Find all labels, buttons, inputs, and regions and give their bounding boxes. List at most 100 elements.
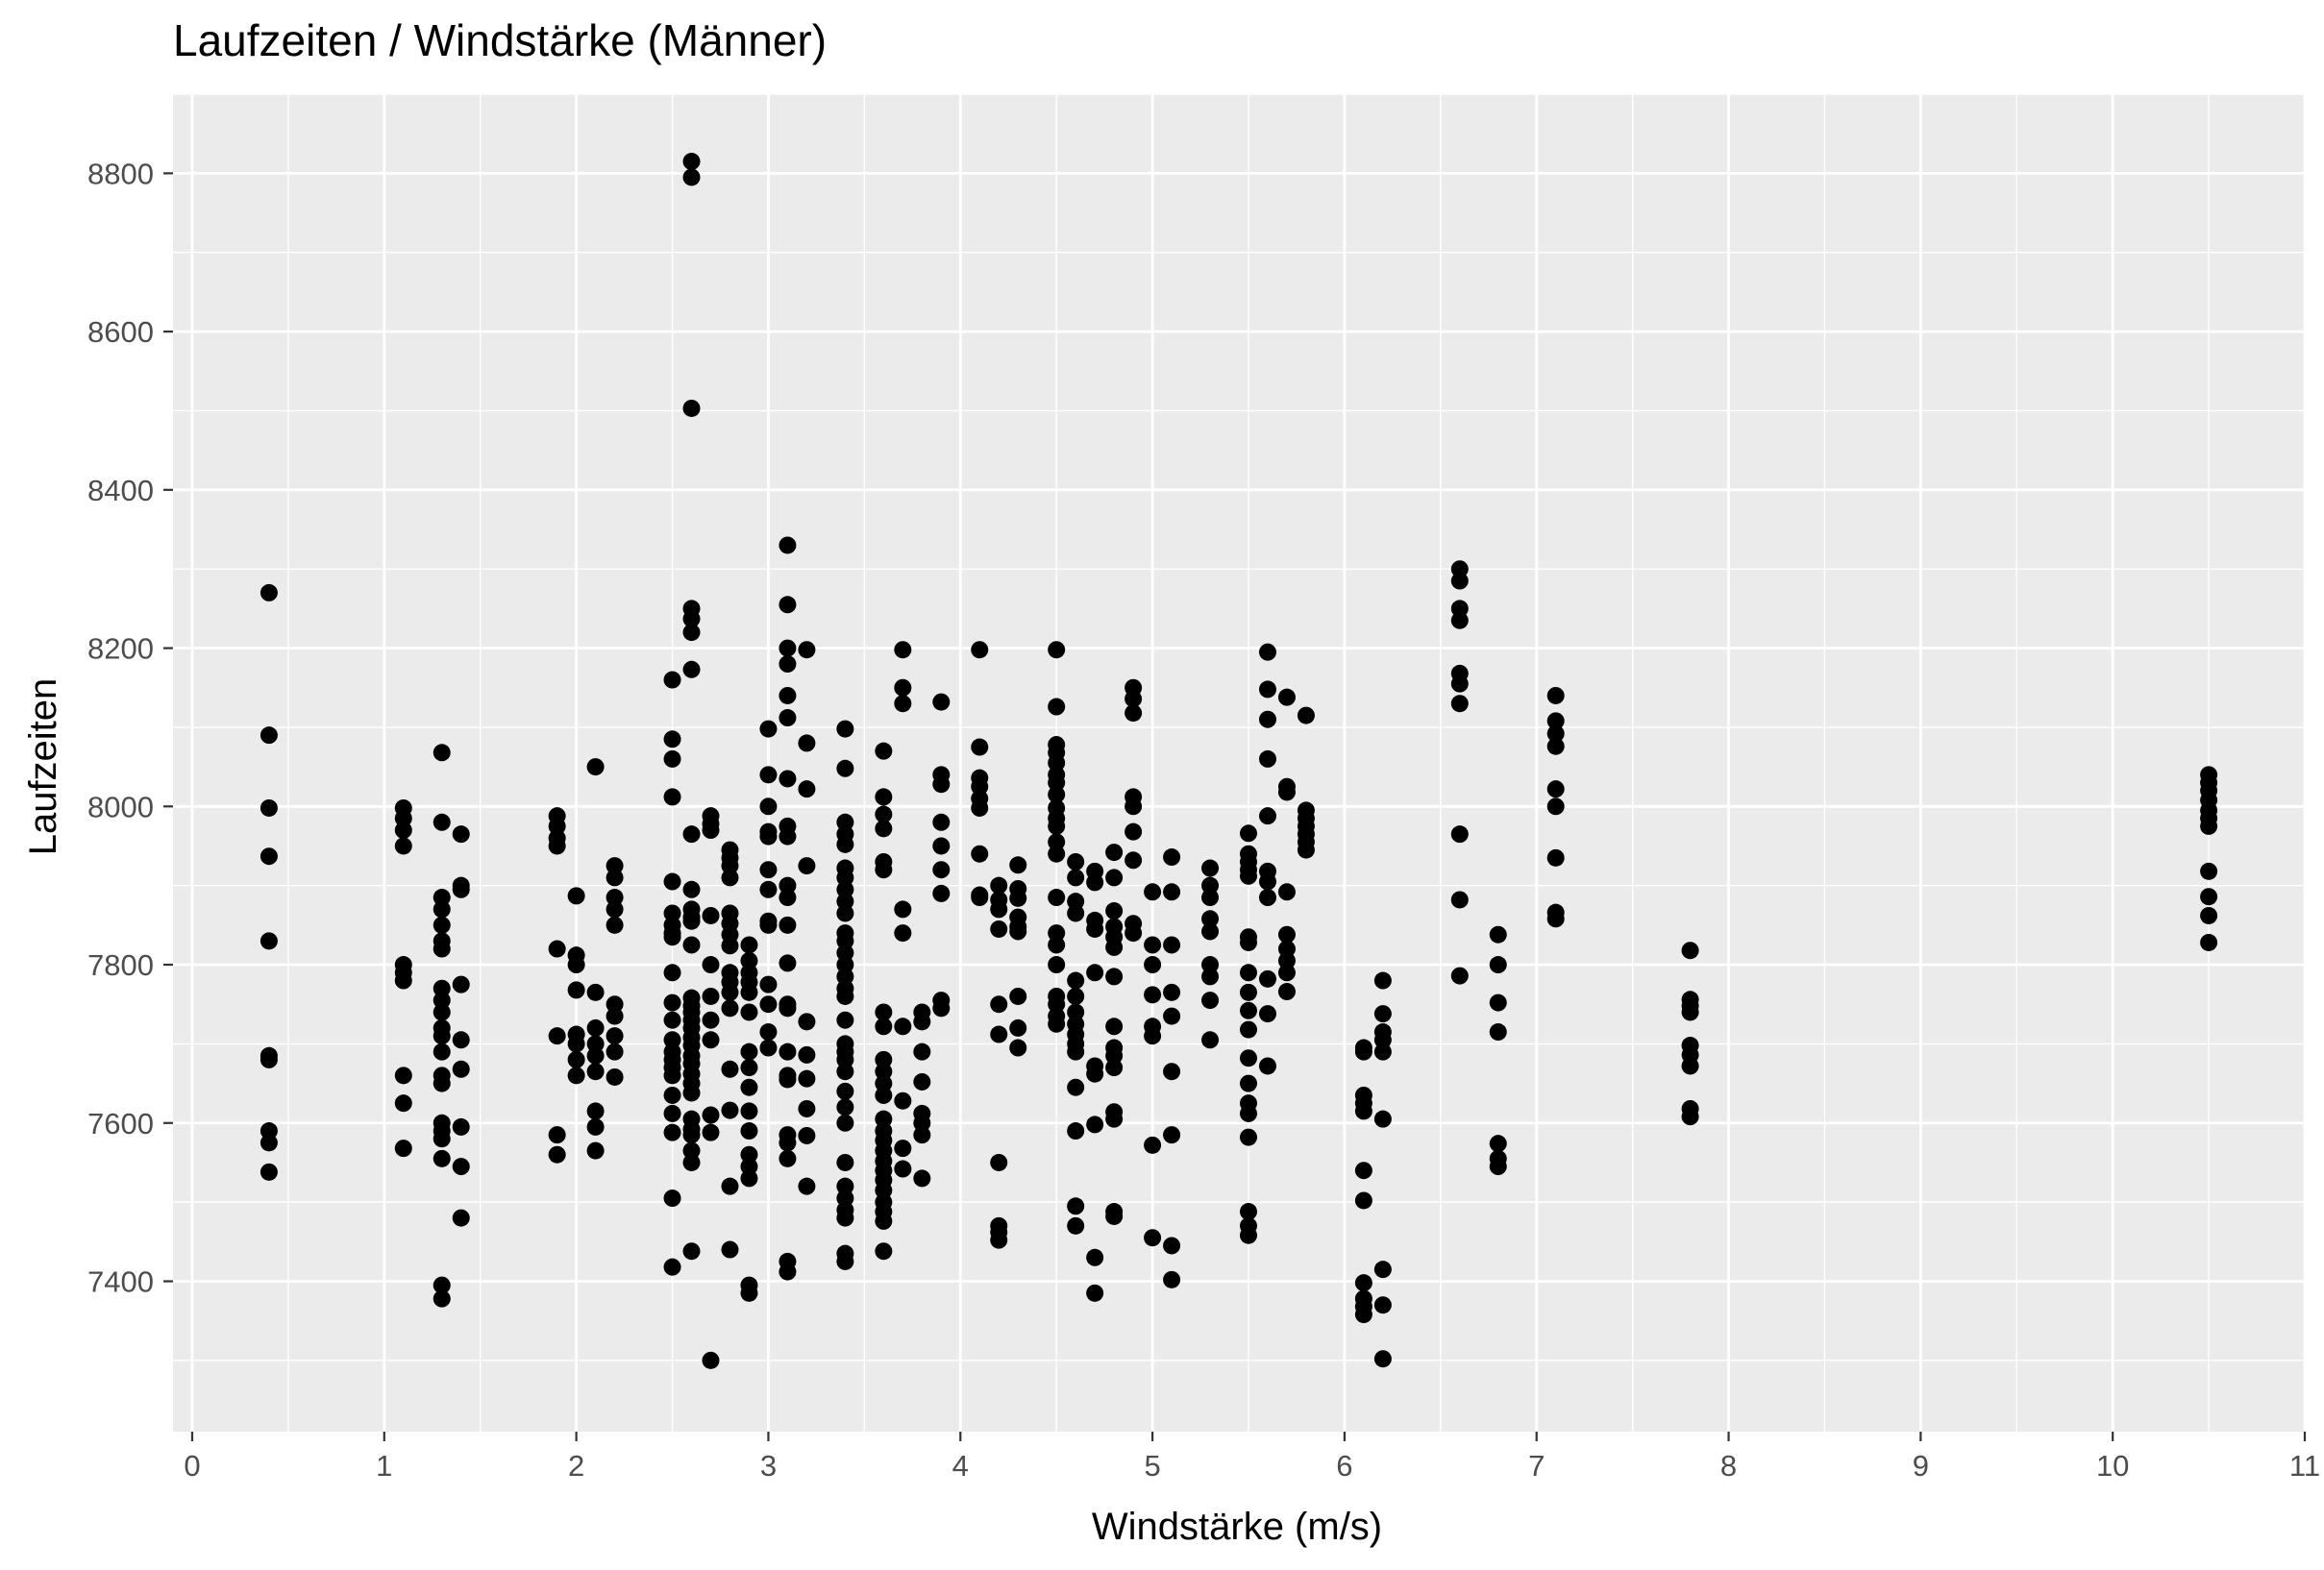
- data-point: [836, 1011, 854, 1029]
- data-point: [433, 889, 451, 907]
- data-point: [1009, 1039, 1027, 1057]
- data-point: [663, 994, 681, 1012]
- data-point: [1373, 1261, 1392, 1279]
- data-point: [1450, 600, 1469, 618]
- data-point: [548, 837, 566, 855]
- data-point: [721, 1101, 739, 1119]
- data-point: [1354, 1191, 1372, 1210]
- x-axis-title: Windstärke (m/s): [1092, 1506, 1382, 1548]
- data-point: [836, 813, 854, 831]
- data-point: [779, 1134, 797, 1152]
- data-point: [894, 1140, 912, 1158]
- data-point: [1546, 797, 1565, 816]
- data-point: [2200, 888, 2218, 906]
- data-point: [1546, 737, 1565, 755]
- data-point: [1239, 824, 1257, 843]
- data-point: [586, 1046, 605, 1065]
- data-point: [567, 887, 585, 905]
- data-point: [452, 1209, 470, 1227]
- data-point: [394, 1067, 412, 1085]
- data-point: [1201, 889, 1220, 907]
- data-point: [452, 825, 470, 844]
- data-point: [663, 1031, 681, 1049]
- data-point: [1067, 893, 1085, 911]
- data-point: [1258, 807, 1276, 825]
- data-point: [1450, 967, 1469, 985]
- data-point: [798, 734, 816, 752]
- x-tick-label: 4: [952, 1449, 969, 1483]
- data-point: [721, 1177, 739, 1195]
- data-point: [586, 1117, 605, 1136]
- y-tick-label: 7800: [87, 948, 154, 982]
- data-point: [702, 1031, 720, 1049]
- data-point: [1144, 936, 1162, 954]
- data-point: [606, 916, 624, 934]
- data-point: [1201, 910, 1220, 928]
- major-gridlines: [173, 94, 2307, 1432]
- data-point: [663, 1190, 681, 1208]
- data-point: [2200, 933, 2218, 951]
- data-point: [1105, 1059, 1124, 1077]
- data-point: [1201, 992, 1220, 1010]
- data-point: [1258, 889, 1276, 907]
- data-point: [1489, 994, 1507, 1012]
- data-point: [1105, 1110, 1124, 1128]
- y-tick-label: 7400: [87, 1265, 154, 1299]
- y-tick-label: 8400: [87, 474, 154, 507]
- data-point: [260, 1163, 278, 1181]
- data-point: [1163, 848, 1181, 867]
- data-point: [894, 695, 912, 713]
- data-point: [1048, 817, 1066, 835]
- data-point: [663, 749, 681, 768]
- data-point: [1277, 688, 1296, 706]
- data-points: [260, 153, 2218, 1369]
- data-point: [1144, 1136, 1162, 1154]
- data-point: [875, 1212, 893, 1230]
- data-point: [779, 639, 797, 657]
- data-point: [1163, 1270, 1181, 1288]
- data-point: [798, 1099, 816, 1117]
- data-point: [1105, 968, 1124, 986]
- data-point: [682, 399, 701, 417]
- data-point: [1546, 780, 1565, 798]
- data-point: [433, 916, 451, 934]
- data-point: [913, 1013, 931, 1031]
- data-point: [1201, 1031, 1220, 1049]
- data-point: [1373, 1110, 1392, 1128]
- data-point: [1105, 938, 1124, 956]
- data-point: [836, 720, 854, 738]
- data-point: [260, 798, 278, 817]
- data-point: [1144, 986, 1162, 1004]
- data-point: [1201, 859, 1220, 877]
- data-point: [779, 536, 797, 554]
- data-point: [1239, 1074, 1257, 1092]
- data-point: [1681, 942, 1699, 960]
- data-point: [836, 1252, 854, 1270]
- data-point: [759, 861, 778, 879]
- data-point: [2200, 906, 2218, 924]
- data-point: [433, 1074, 451, 1092]
- data-point: [1277, 783, 1296, 801]
- data-point: [971, 798, 989, 817]
- data-point: [682, 1242, 701, 1261]
- data-point: [971, 845, 989, 863]
- x-tick-label: 3: [760, 1449, 777, 1483]
- data-point: [1163, 1063, 1181, 1081]
- data-point: [682, 880, 701, 898]
- data-point: [1048, 833, 1066, 851]
- data-point: [875, 1110, 893, 1128]
- data-point: [1163, 1126, 1181, 1144]
- data-point: [1373, 971, 1392, 990]
- data-point: [1086, 964, 1104, 982]
- data-point: [586, 1035, 605, 1053]
- data-point: [1239, 867, 1257, 885]
- data-point: [1105, 1046, 1124, 1065]
- data-point: [779, 686, 797, 704]
- data-point: [779, 876, 797, 895]
- y-tick-label: 8800: [87, 157, 154, 190]
- data-point: [433, 1027, 451, 1045]
- data-point: [1258, 1005, 1276, 1023]
- data-point: [1105, 902, 1124, 920]
- data-point: [779, 999, 797, 1018]
- data-point: [759, 797, 778, 816]
